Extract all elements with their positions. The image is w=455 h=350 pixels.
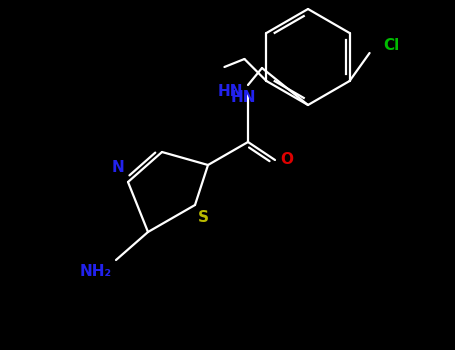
Text: Cl: Cl	[384, 37, 400, 52]
Text: O: O	[280, 153, 293, 168]
Text: S: S	[197, 210, 208, 224]
Text: N: N	[111, 161, 124, 175]
Text: HN: HN	[217, 84, 243, 99]
Text: NH₂: NH₂	[80, 265, 112, 280]
Text: HN: HN	[230, 91, 256, 105]
